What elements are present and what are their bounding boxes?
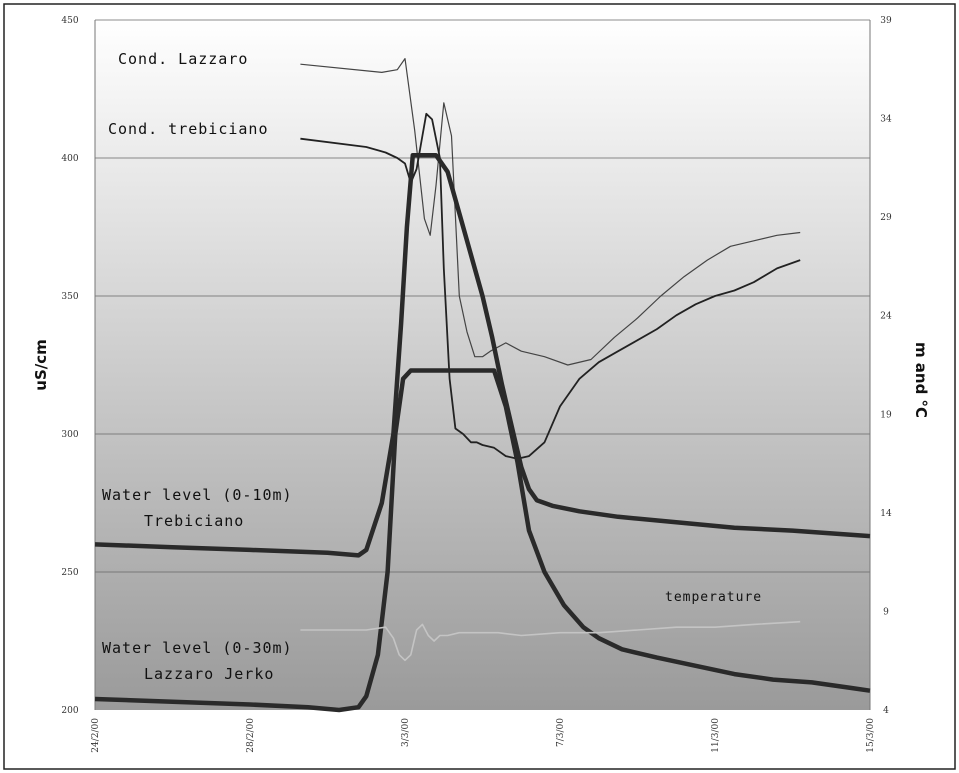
left-axis-ticks: 200 250 300 350 400 450 [61,16,78,716]
series-line-2 [94,152,871,558]
right-tick-label: 29 [880,213,892,223]
right-axis-ticks: 4 9 14 19 24 29 34 39 [880,16,892,716]
left-tick-label: 400 [61,154,78,164]
left-tick-label: 450 [61,16,78,26]
plot-area [95,20,870,710]
series-labels: Cond. Lazzaro Cond. trebiciano Water level… [102,50,762,683]
right-tick-label: 34 [880,115,892,125]
series-label-1: Cond. trebiciano [108,120,269,138]
x-tick-label: 24/2/00 [91,718,101,753]
left-tick-label: 300 [61,430,78,440]
series-label-3: Water level (0-30m) Lazzaro Jerko [102,639,293,683]
right-tick-label: 14 [880,509,892,519]
x-tick-label: 28/2/00 [246,718,256,753]
left-tick-label: 200 [61,706,78,716]
x-axis-ticks: 24/2/00 28/2/00 3/3/00 7/3/00 11/3/00 15/3/00 [91,718,876,753]
right-axis-title: m and °C [912,342,930,418]
right-tick-label: 19 [880,410,892,420]
series-line-0 [300,57,801,366]
x-tick-label: 15/3/00 [866,718,876,753]
series-line-4 [300,620,801,662]
left-axis-title: uS/cm [32,339,50,390]
series-label-0: Cond. Lazzaro [118,50,248,68]
series-layer [94,57,871,713]
series-label-2: Water level (0-10m) Trebiciano [102,486,293,530]
series-line-1 [300,112,801,460]
series-line-3 [94,368,871,713]
x-tick-label: 7/3/00 [556,718,566,747]
series-label-4: temperature [665,590,762,605]
right-tick-label: 9 [883,607,889,617]
x-tick-label: 3/3/00 [401,718,411,747]
right-tick-label: 4 [883,706,889,716]
x-tick-label: 11/3/00 [711,718,721,753]
right-tick-label: 24 [880,312,892,322]
left-tick-label: 250 [61,568,78,578]
left-tick-label: 350 [61,292,78,302]
right-tick-label: 39 [880,16,892,26]
